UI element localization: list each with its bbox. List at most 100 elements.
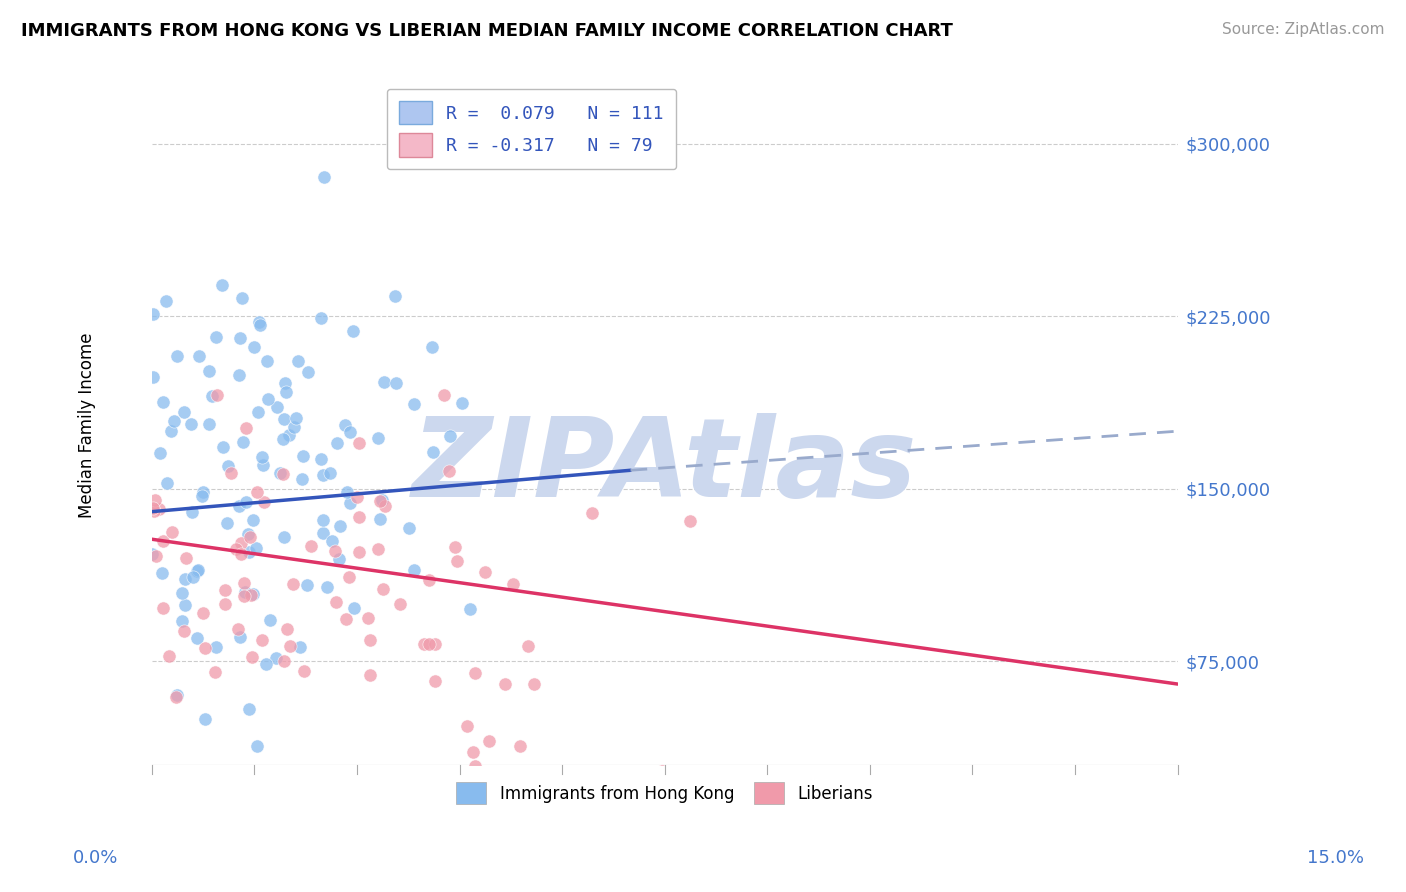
Point [283, 420, 305, 434]
Point [246, 739, 269, 753]
Point [273, 411, 295, 425]
Text: ZIPAtlas: ZIPAtlas [412, 413, 918, 520]
Point [299, 540, 322, 554]
Point [357, 610, 380, 624]
Point [166, 349, 188, 363]
Point [274, 376, 297, 390]
Point [385, 376, 408, 391]
Point [233, 585, 256, 599]
Point [266, 400, 288, 414]
Point [141, 307, 163, 321]
Point [291, 449, 314, 463]
Point [273, 432, 295, 446]
Point [149, 446, 172, 460]
Point [205, 388, 228, 402]
Point [494, 677, 516, 691]
Point [339, 496, 361, 510]
Point [273, 530, 295, 544]
Point [225, 542, 247, 557]
Point [460, 602, 482, 616]
Point [180, 417, 202, 432]
Point [142, 786, 165, 800]
Point [191, 606, 214, 620]
Point [325, 436, 347, 450]
Point [418, 637, 440, 651]
Point [371, 492, 394, 507]
Point [249, 315, 271, 329]
Point [273, 655, 295, 669]
Point [295, 578, 318, 592]
Point [201, 389, 224, 403]
Point [249, 318, 271, 333]
Point [474, 565, 496, 579]
Point [297, 366, 319, 380]
Point [325, 544, 347, 558]
Point [371, 582, 394, 596]
Point [235, 421, 257, 435]
Point [152, 395, 174, 409]
Point [359, 632, 381, 647]
Point [226, 622, 249, 636]
Point [173, 624, 195, 639]
Point [205, 640, 228, 654]
Point [347, 436, 370, 450]
Point [269, 466, 291, 480]
Point [148, 501, 170, 516]
Point [456, 718, 478, 732]
Point [336, 485, 359, 500]
Point [325, 595, 347, 609]
Point [180, 505, 202, 519]
Point [172, 586, 194, 600]
Legend: Immigrants from Hong Kong, Liberians: Immigrants from Hong Kong, Liberians [447, 772, 883, 814]
Point [157, 648, 180, 663]
Text: 0.0%: 0.0% [73, 849, 118, 867]
Point [166, 689, 188, 703]
Point [329, 519, 352, 533]
Point [242, 513, 264, 527]
Point [418, 574, 440, 588]
Point [231, 536, 253, 550]
Point [191, 490, 214, 504]
Point [152, 600, 174, 615]
Point [173, 405, 195, 419]
Point [266, 651, 288, 665]
Point [318, 797, 340, 812]
Point [243, 340, 266, 354]
Point [679, 514, 702, 528]
Point [444, 540, 467, 554]
Point [228, 630, 250, 644]
Point [187, 349, 209, 363]
Point [276, 622, 298, 636]
Point [219, 466, 242, 480]
Point [423, 673, 446, 688]
Point [250, 450, 273, 464]
Point [339, 570, 361, 584]
Point [347, 510, 370, 524]
Point [162, 524, 184, 539]
Point [398, 521, 420, 535]
Point [517, 640, 540, 654]
Point [253, 495, 276, 509]
Point [368, 512, 391, 526]
Y-axis label: Median Family Income: Median Family Income [79, 333, 96, 518]
Point [312, 525, 335, 540]
Point [523, 677, 546, 691]
Point [142, 369, 165, 384]
Point [402, 563, 425, 577]
Point [273, 467, 295, 481]
Point [173, 572, 195, 586]
Point [143, 504, 166, 518]
Point [231, 547, 253, 561]
Point [461, 746, 484, 760]
Text: IMMIGRANTS FROM HONG KONG VS LIBERIAN MEDIAN FAMILY INCOME CORRELATION CHART: IMMIGRANTS FROM HONG KONG VS LIBERIAN ME… [21, 22, 953, 40]
Point [214, 597, 236, 611]
Point [246, 405, 269, 419]
Point [346, 490, 368, 504]
Point [328, 552, 350, 566]
Point [291, 472, 314, 486]
Point [388, 597, 411, 611]
Point [312, 169, 335, 184]
Point [155, 293, 177, 308]
Point [217, 458, 239, 473]
Point [368, 493, 391, 508]
